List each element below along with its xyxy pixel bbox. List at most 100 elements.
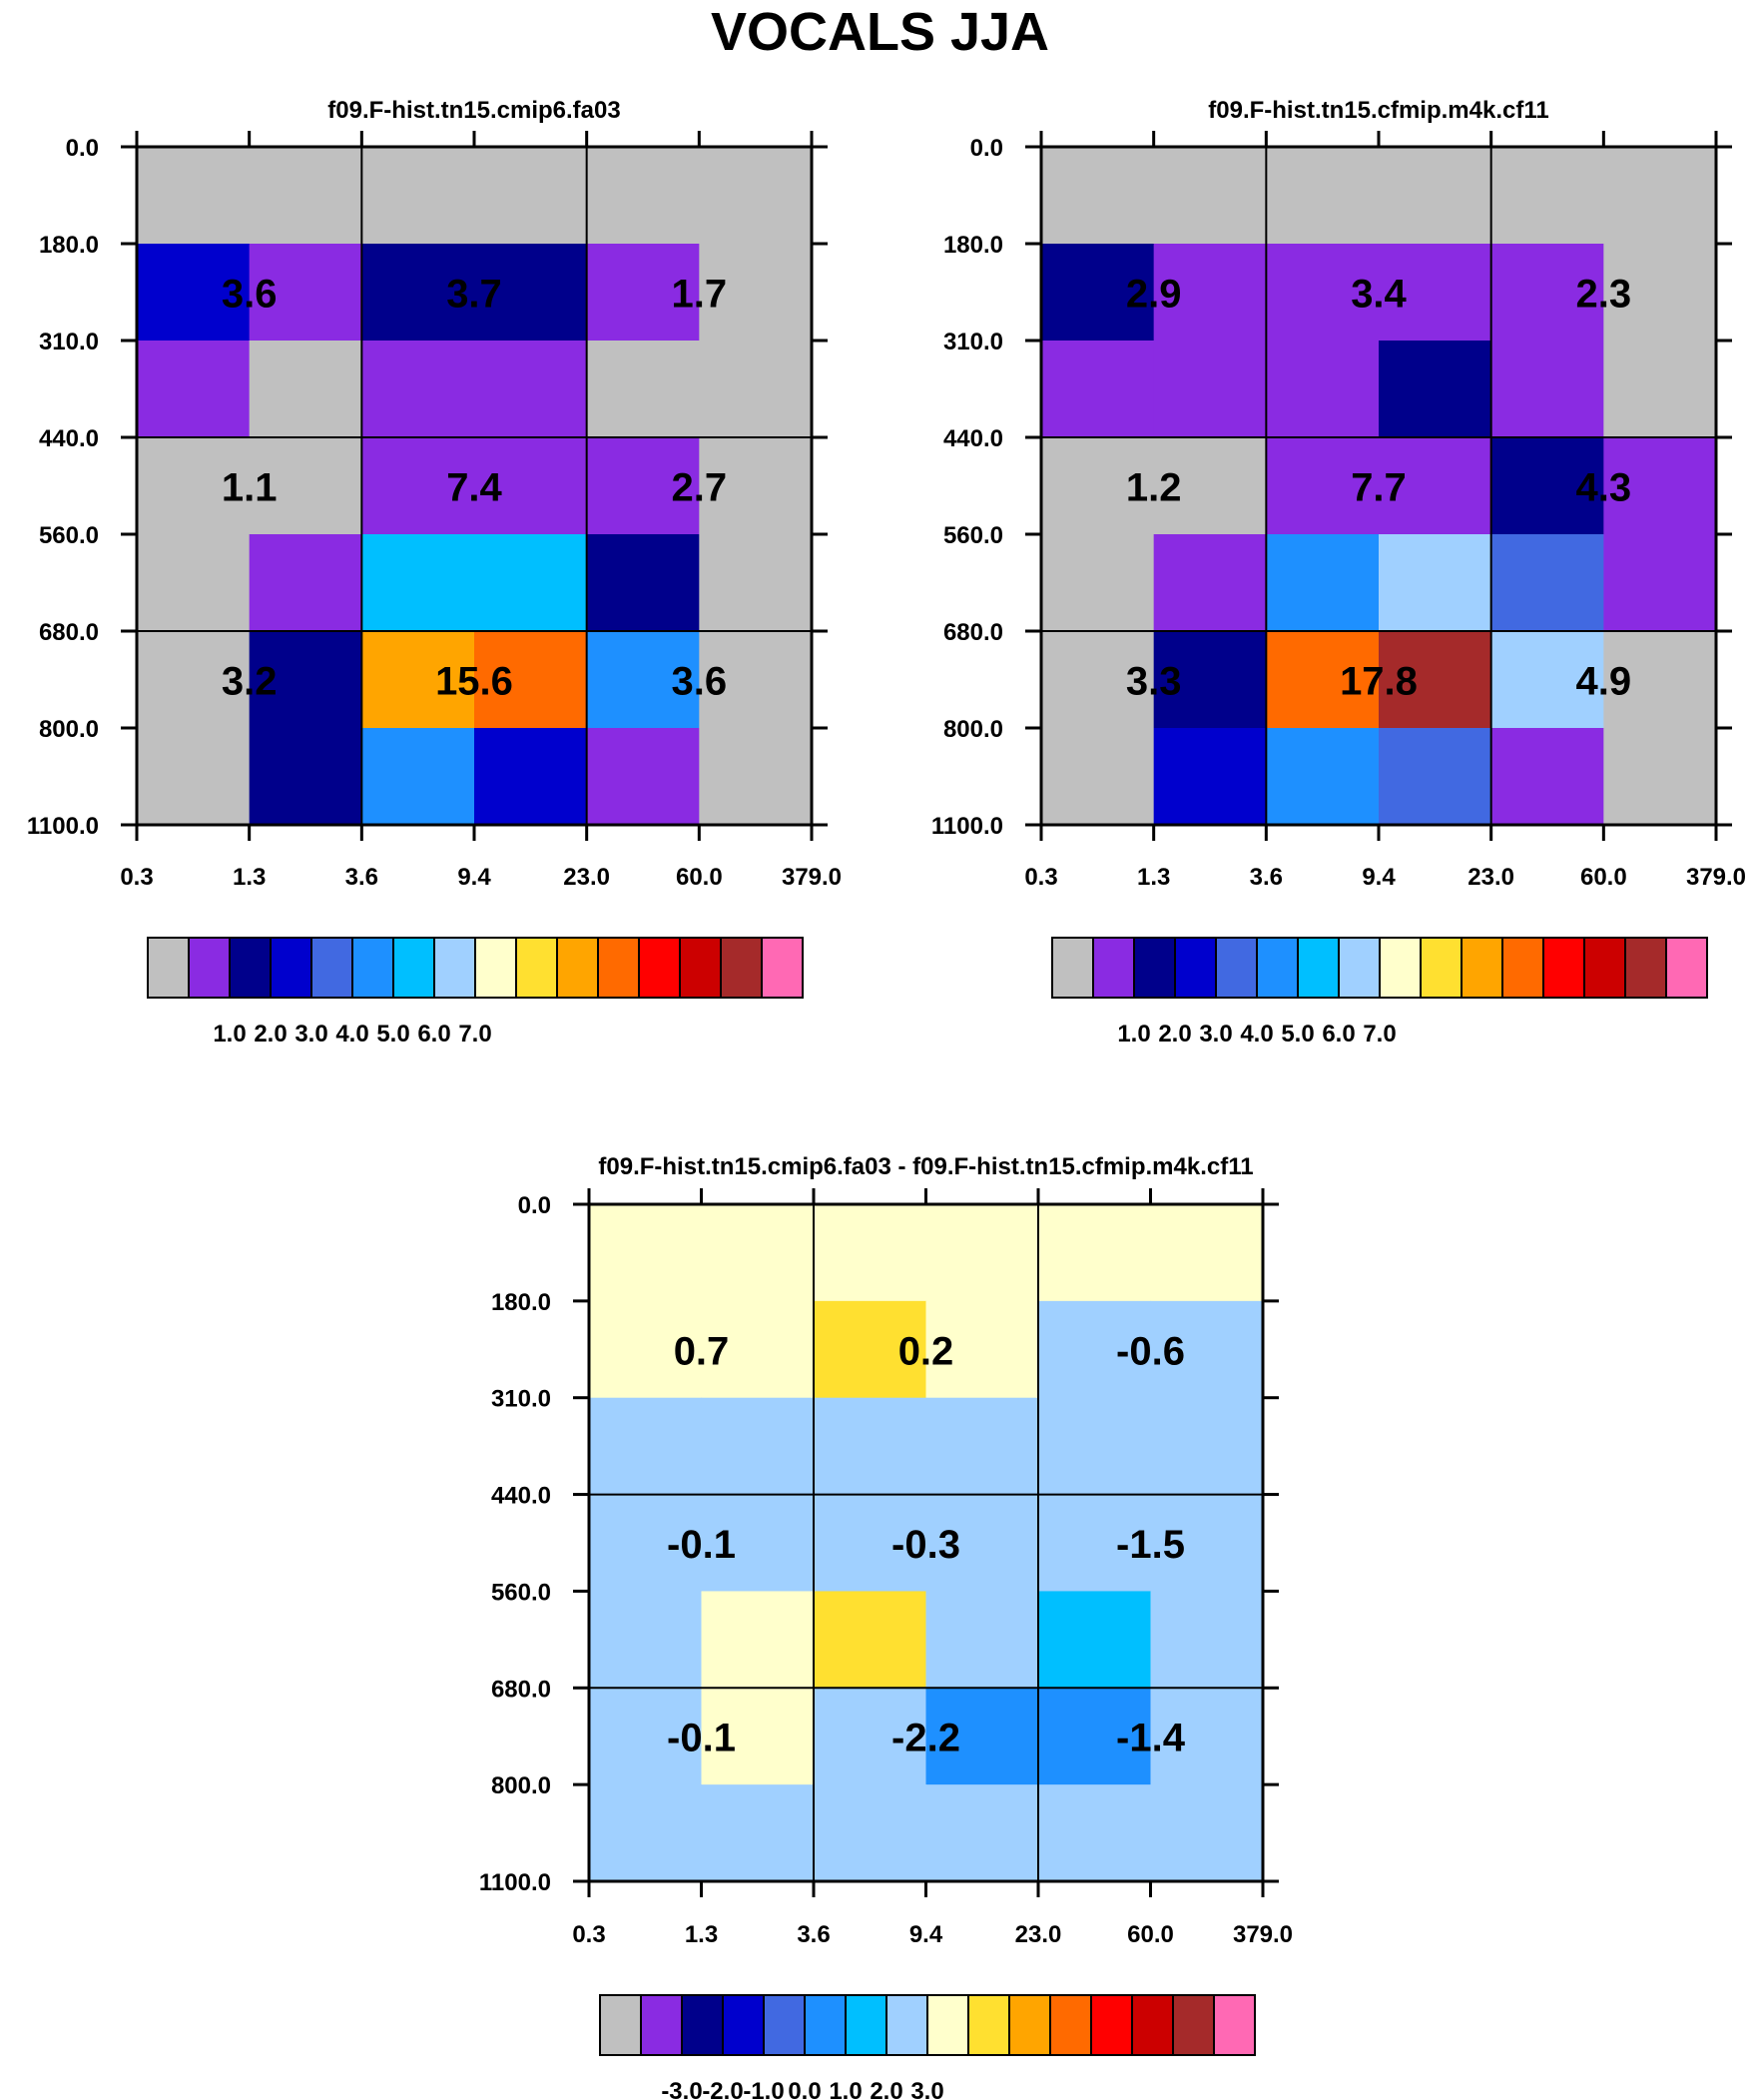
cell-value-label: 0.2 [898, 1329, 954, 1373]
heatmap-cell [1038, 1204, 1152, 1302]
colorbar-swatch [1256, 937, 1299, 999]
heatmap-cell [1150, 1688, 1264, 1785]
colorbar-swatch [351, 937, 394, 999]
colorbar-swatch [1008, 1994, 1051, 2056]
y-tick-label: 310.0 [39, 329, 99, 355]
y-tick-label: 440.0 [943, 425, 1003, 452]
colorbar-swatch [1624, 937, 1667, 999]
colorbar-label: 6.0 [1322, 1021, 1355, 1048]
heatmap-cell [1153, 147, 1267, 245]
colorbar-swatch [763, 1994, 806, 2056]
heatmap-cell [701, 1494, 815, 1593]
colorbar-swatch [1172, 1994, 1215, 2056]
colorbar-swatch [1090, 1994, 1133, 2056]
heatmap-cell [249, 147, 362, 245]
heatmap-cell [1490, 631, 1604, 729]
chart-title: f09.F-hist.tn15.cmip6.fa03 - f09.F-hist.… [598, 1153, 1253, 1180]
colorbar-swatch [599, 1994, 642, 2056]
heatmap-cell [474, 147, 588, 245]
x-tick-label: 60.0 [676, 864, 723, 891]
x-tick-label: 3.6 [1250, 864, 1283, 891]
colorbar-label: 5.0 [1281, 1021, 1314, 1048]
colorbar-swatch [1379, 937, 1422, 999]
x-tick-label: 1.3 [1137, 864, 1170, 891]
colorbar-swatch [1049, 1994, 1092, 2056]
x-tick-label: 1.3 [685, 1921, 718, 1948]
heatmap-cell [1379, 341, 1492, 438]
colorbar-swatch [1174, 937, 1217, 999]
page-title: VOCALS JJA [710, 2, 1050, 62]
heatmap-cell [814, 1397, 927, 1496]
heatmap-cell [1490, 341, 1604, 438]
heatmap-cell [1266, 534, 1380, 632]
cell-value-label: 3.2 [222, 660, 278, 704]
colorbar-swatch [640, 1994, 683, 2056]
x-tick-label: 23.0 [563, 864, 610, 891]
colorbar-label: 7.0 [1363, 1021, 1396, 1048]
x-tick-label: 0.3 [572, 1921, 605, 1948]
heatmap-cell [249, 534, 362, 632]
heatmap-cell [1041, 728, 1155, 826]
heatmap-cell [137, 244, 251, 342]
heatmap-cell [1603, 147, 1717, 245]
heatmap-cell [1038, 1688, 1152, 1785]
heatmap-cell [1266, 147, 1380, 245]
y-tick-label: 440.0 [491, 1483, 551, 1510]
heatmap-cell [361, 534, 475, 632]
cell-value-label: 15.6 [435, 660, 513, 704]
x-tick-label: 60.0 [1580, 864, 1627, 891]
heatmap-cell [137, 631, 251, 729]
heatmap-cell [814, 1591, 927, 1689]
colorbar-swatch [1461, 937, 1503, 999]
x-tick-label: 9.4 [1362, 864, 1396, 891]
colorbar-swatch [1420, 937, 1463, 999]
heatmap-cell [1038, 1591, 1152, 1689]
x-tick-label: 23.0 [1467, 864, 1514, 891]
heatmap-cell [1153, 728, 1267, 826]
y-tick-label: 560.0 [943, 522, 1003, 549]
cell-value-label: 3.4 [1351, 273, 1407, 317]
heatmap-cell [814, 1300, 927, 1399]
heatmap-cell [1266, 437, 1380, 535]
heatmap-cell [699, 728, 813, 826]
colorbar-label: 2.0 [870, 2078, 902, 2100]
colorbar-swatch [1338, 937, 1381, 999]
heatmap-cell [1266, 244, 1380, 342]
heatmap-cell [586, 147, 700, 245]
cell-value-label: -1.5 [1116, 1523, 1185, 1567]
heatmap-cell [1150, 1494, 1264, 1593]
colorbar-label: 5.0 [376, 1021, 409, 1048]
heatmap-cell [925, 1494, 1039, 1593]
colorbar-swatch [885, 1994, 928, 2056]
heatmap-cell [1041, 244, 1155, 342]
heatmap-cell [137, 341, 251, 438]
colorbar-swatch [845, 1994, 887, 2056]
colorbar-swatch [1133, 937, 1176, 999]
heatmap-cell [1379, 534, 1492, 632]
colorbar-label: 0.0 [788, 2078, 821, 2100]
heatmap-cell [474, 437, 588, 535]
cell-value-label: 3.6 [222, 273, 278, 317]
heatmap-cell [699, 244, 813, 342]
colorbar-label: 1.0 [829, 2078, 862, 2100]
heatmap-cell [1041, 437, 1155, 535]
cell-value-label: 2.7 [672, 466, 728, 510]
heatmap-cell [589, 1784, 703, 1882]
cell-value-label: 1.7 [672, 273, 728, 317]
heatmap-cell [1150, 1784, 1264, 1882]
colorbar-label: 1.0 [213, 1021, 246, 1048]
colorbar-swatch [967, 1994, 1010, 2056]
heatmap-cell [814, 1688, 927, 1785]
heatmap-cell [814, 1204, 927, 1302]
colorbar-swatch [147, 937, 190, 999]
x-tick-label: 60.0 [1127, 1921, 1174, 1948]
colorbar-label: 6.0 [417, 1021, 450, 1048]
colorbar-label: 3.0 [1199, 1021, 1232, 1048]
heatmap-cell [925, 1300, 1039, 1399]
heatmap-cell [1490, 147, 1604, 245]
y-tick-label: 800.0 [491, 1772, 551, 1799]
heatmap-cell [1150, 1591, 1264, 1689]
y-tick-label: 800.0 [39, 716, 99, 743]
cell-value-label: 1.2 [1126, 466, 1182, 510]
x-tick-label: 9.4 [457, 864, 491, 891]
